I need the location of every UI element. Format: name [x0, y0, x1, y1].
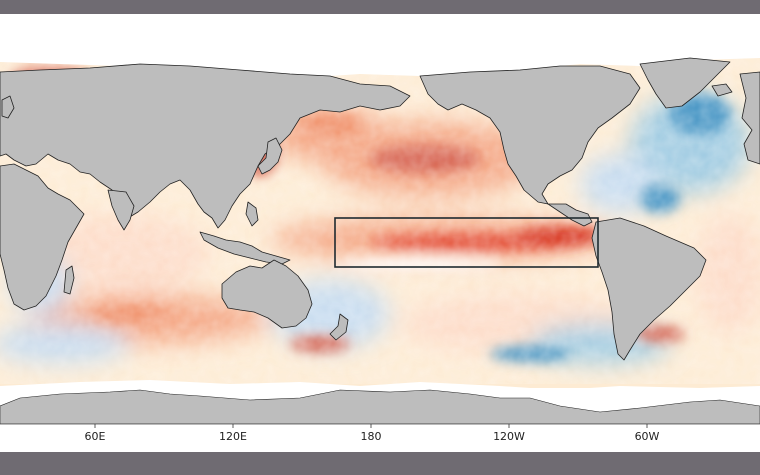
south-america	[591, 217, 707, 361]
tick-label-60e: 60E	[85, 430, 106, 443]
madagascar	[63, 265, 75, 295]
eurasia	[0, 63, 411, 229]
map-panel: 60E 120E 180 120W 60W	[0, 14, 760, 452]
indonesia	[199, 231, 291, 265]
north-america	[419, 65, 641, 205]
central-america	[547, 203, 593, 227]
x-axis-ticks	[94, 424, 648, 428]
india	[107, 189, 135, 231]
greenland	[639, 57, 731, 109]
x-axis-labels: 60E 120E 180 120W 60W	[85, 430, 660, 443]
australia	[221, 259, 313, 329]
tick-label-60w: 60W	[635, 430, 660, 443]
europe-west	[739, 71, 760, 165]
nino-region-box	[334, 217, 599, 268]
sst-anomaly-map: 60E 120E 180 120W 60W	[0, 40, 760, 452]
antarctica-land	[0, 389, 760, 425]
tick-label-180: 180	[361, 430, 382, 443]
africa	[0, 163, 85, 311]
tick-label-120w: 120W	[493, 430, 525, 443]
iceland	[711, 83, 733, 97]
japan	[257, 137, 283, 175]
uk	[1, 95, 15, 119]
philippines	[245, 201, 259, 227]
land-masses	[0, 57, 760, 361]
new-zealand	[329, 313, 349, 341]
tick-label-120e: 120E	[219, 430, 247, 443]
